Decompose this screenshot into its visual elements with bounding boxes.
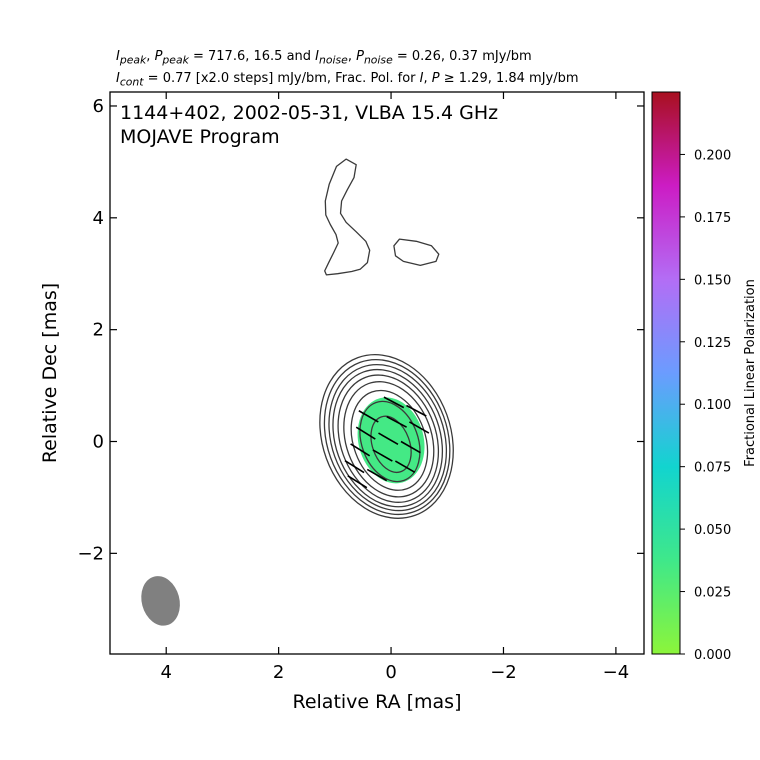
colorbar-tick-label: 0.200	[694, 148, 731, 163]
core-contour-4	[343, 381, 435, 498]
extended-contour-1	[324, 158, 371, 276]
core-contour-6	[332, 368, 444, 508]
beam-ellipse	[141, 576, 180, 626]
evpa-vector-3	[358, 410, 379, 423]
colorbar-tick-label: 0.000	[694, 648, 731, 663]
y-tick-label: 0	[93, 432, 104, 453]
plot-title: 1144+402, 2002-05-31, VLBA 15.4 GHz	[120, 102, 498, 124]
colorbar	[651, 91, 681, 655]
x-tick-label: 2	[273, 662, 284, 683]
evpa-vector-12	[344, 460, 365, 474]
colorbar-tick-label: 0.025	[694, 586, 731, 601]
evpa-vector-13	[366, 468, 388, 482]
evpa-vector-4	[386, 415, 407, 428]
y-axis-label: Relative Dec [mas]	[39, 283, 61, 463]
evpa-vector-9	[350, 443, 371, 457]
x-tick-label: −2	[490, 662, 517, 683]
y-tick-label: 6	[93, 96, 104, 117]
colorbar-label: Fractional Linear Polarization	[743, 279, 758, 467]
evpa-vector-10	[372, 449, 393, 462]
evpa-vector-5	[409, 421, 430, 434]
colorbar-tick-label: 0.075	[694, 461, 731, 476]
evpa-vector-7	[378, 432, 399, 445]
header-line-2: Icont = 0.77 [x2.0 steps] mJy/bm, Frac. …	[116, 71, 579, 89]
core-contour-9	[319, 354, 454, 519]
y-tick-label: 2	[93, 320, 104, 341]
x-axis-label: Relative RA [mas]	[292, 691, 461, 713]
extended-contour-2	[393, 238, 440, 267]
colorbar-tick-label: 0.150	[694, 273, 731, 288]
core-contour-3	[350, 389, 429, 491]
colorbar-tick-label: 0.050	[694, 523, 731, 538]
plot-frame	[109, 91, 645, 655]
header-line-1: Ipeak, Ppeak = 717.6, 16.5 and Inoise, P…	[116, 49, 532, 67]
x-tick-label: 0	[385, 662, 396, 683]
evpa-vector-1	[383, 396, 405, 409]
colorbar-tick-label: 0.175	[694, 211, 731, 226]
core-contour-7	[328, 363, 448, 512]
y-tick-label: 4	[93, 208, 104, 229]
evpa-vector-8	[400, 440, 421, 454]
x-tick-label: −4	[603, 662, 630, 683]
evpa-vector-14	[347, 475, 368, 489]
core-contour-8	[323, 358, 451, 516]
y-tick-label: −2	[77, 543, 104, 564]
core-contour-5	[337, 374, 440, 503]
evpa-vector-2	[406, 404, 427, 417]
colorbar-tick-label: 0.100	[694, 398, 731, 413]
colorbar-tick-label: 0.125	[694, 336, 731, 351]
x-tick-label: 4	[160, 662, 171, 683]
evpa-vector-6	[355, 426, 376, 440]
plot-subtitle: MOJAVE Program	[120, 126, 280, 148]
evpa-vector-11	[394, 460, 416, 473]
